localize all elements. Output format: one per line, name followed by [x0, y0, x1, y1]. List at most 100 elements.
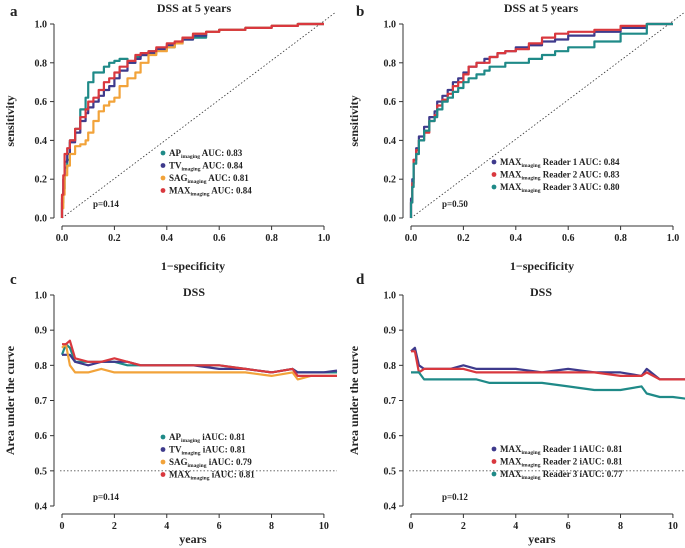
x-tick-label: 0.0 [405, 233, 418, 244]
x-axis-title: 1−specificity [510, 259, 574, 273]
y-tick-label: 0.8 [384, 58, 397, 69]
x-tick-label: 0.6 [562, 233, 575, 244]
series-line-3 [60, 22, 324, 218]
legend-marker [160, 150, 166, 156]
series-line-1 [60, 22, 324, 218]
chart-title: DSS at 5 years [157, 1, 232, 15]
legend-entry: TVimaging AUC: 0.84 [169, 161, 243, 173]
chart-title: DSS [530, 285, 552, 299]
y-tick-label: 0.7 [35, 396, 48, 407]
legend-entry: SAGimaging iAUC: 0.79 [169, 457, 252, 469]
x-tick-label: 0 [409, 521, 414, 532]
panel-c: c DSS 0.4 0.5 0.6 0.7 0.8 0.9 1.0 0 2 4 6 8 10 years Are… [3, 272, 338, 546]
x-tick-label: 10 [668, 521, 678, 532]
panel-a: a DSS at 5 years 0.0 0.2 0.4 0.6 0.8 1.0 0.0 0.2 0… [3, 1, 337, 273]
x-tick-label: 0.8 [265, 233, 278, 244]
y-tick-label: 0.6 [384, 97, 397, 108]
legend-marker [491, 471, 497, 477]
x-tick-label: 0.4 [161, 233, 174, 244]
series-line-2 [411, 350, 685, 381]
series-line-4 [62, 339, 337, 377]
y-tick-label: 0.0 [35, 214, 48, 225]
y-tick-label: 0.8 [35, 58, 48, 69]
legend-entry: MAXimaging Reader 3 AUC: 0.80 [500, 182, 620, 194]
y-tick-label: 0.4 [35, 502, 48, 513]
legend-marker [160, 447, 166, 452]
x-tick-label: 2 [112, 521, 117, 532]
legend-entry: MAXimaging Reader 1 AUC: 0.84 [500, 157, 620, 169]
y-tick-label: 0.8 [35, 361, 48, 372]
y-tick-label: 1.0 [384, 291, 397, 302]
series-line-1 [60, 343, 337, 374]
legend-entry: MAXimaging Reader 2 AUC: 0.83 [500, 170, 620, 182]
p-value-annotation: p=0.14 [93, 199, 119, 209]
x-tick-label: 0.4 [510, 233, 523, 244]
x-tick-label: 1.0 [318, 233, 331, 244]
legend-marker [491, 172, 497, 177]
y-tick-label: 0.4 [35, 136, 48, 147]
legend-entry: APimaging iAUC: 0.81 [169, 432, 246, 444]
x-axis-title: years [528, 532, 556, 546]
panel-letter: c [10, 272, 17, 288]
y-tick-label: 0.2 [35, 175, 48, 186]
y-tick-label: 0.8 [384, 361, 397, 372]
legend-entry: APimaging AUC: 0.83 [169, 148, 243, 160]
legend-entry: MAXimaging Reader 1 iAUC: 0.81 [500, 444, 623, 456]
p-value-annotation: p=0.50 [442, 199, 468, 209]
x-tick-label: 0.2 [108, 233, 121, 244]
x-tick-label: 8 [269, 521, 274, 532]
x-tick-label: 0 [60, 521, 65, 532]
y-axis-title: sensitivity [347, 95, 361, 146]
y-axis-title: sensitivity [3, 95, 17, 146]
panel-b: b DSS at 5 years 0.0 0.2 0.4 0.6 0.8 1.0 0.0 0.2 0… [347, 1, 685, 273]
panel-d: d DSS 0.4 0.5 0.6 0.7 0.8 0.9 1.0 0 2 4 6 8 10 years Are… [347, 272, 685, 546]
x-axis-title: 1−specificity [161, 259, 225, 273]
legend-entry: MAXimaging Reader 3 iAUC: 0.77 [500, 469, 623, 481]
y-tick-label: 0.4 [384, 502, 397, 513]
y-tick-label: 0.5 [35, 466, 48, 477]
x-tick-label: 8 [618, 521, 623, 532]
panel-letter: d [356, 272, 365, 288]
x-tick-label: 4 [164, 521, 169, 532]
y-tick-label: 0.9 [35, 326, 48, 337]
x-tick-label: 0.0 [56, 233, 69, 244]
y-axis-title: Area under the curve [347, 345, 361, 455]
y-tick-label: 1.0 [35, 291, 48, 302]
legend-marker [491, 459, 497, 464]
y-tick-label: 0.7 [384, 396, 397, 407]
y-tick-label: 1.0 [35, 20, 48, 31]
legend-marker [491, 446, 497, 452]
x-tick-label: 6 [217, 521, 222, 532]
series-line-3 [411, 371, 685, 400]
legend-entry: TVimaging iAUC: 0.81 [169, 445, 246, 457]
legend-marker [160, 163, 166, 168]
y-axis-title: Area under the curve [3, 345, 17, 455]
legend-marker [160, 459, 166, 465]
x-tick-label: 6 [566, 521, 571, 532]
x-tick-label: 0.2 [457, 233, 470, 244]
chart-title: DSS [183, 285, 205, 299]
panel-letter: a [10, 4, 18, 20]
series-line-3 [409, 22, 673, 218]
reference-diagonal [410, 11, 685, 219]
p-value-annotation: p=0.14 [93, 492, 119, 502]
legend-marker [160, 434, 166, 440]
x-tick-label: 10 [319, 521, 329, 532]
y-tick-label: 0.5 [384, 466, 397, 477]
x-tick-label: 4 [513, 521, 518, 532]
legend-marker [160, 188, 166, 193]
legend-marker [160, 472, 166, 477]
legend-marker [160, 175, 166, 181]
legend-entry: MAXimaging iAUC: 0.81 [169, 470, 255, 482]
series-line-4 [60, 22, 324, 218]
x-tick-label: 1.0 [667, 233, 680, 244]
x-tick-label: 2 [461, 521, 466, 532]
y-tick-label: 0.0 [384, 214, 397, 225]
legend-entry: MAXimaging Reader 2 iAUC: 0.81 [500, 457, 623, 469]
legend-marker [491, 184, 497, 190]
panel-letter: b [356, 4, 364, 20]
y-tick-label: 0.2 [384, 175, 397, 186]
p-value-annotation: p=0.12 [442, 492, 468, 502]
reference-diagonal [61, 11, 337, 219]
